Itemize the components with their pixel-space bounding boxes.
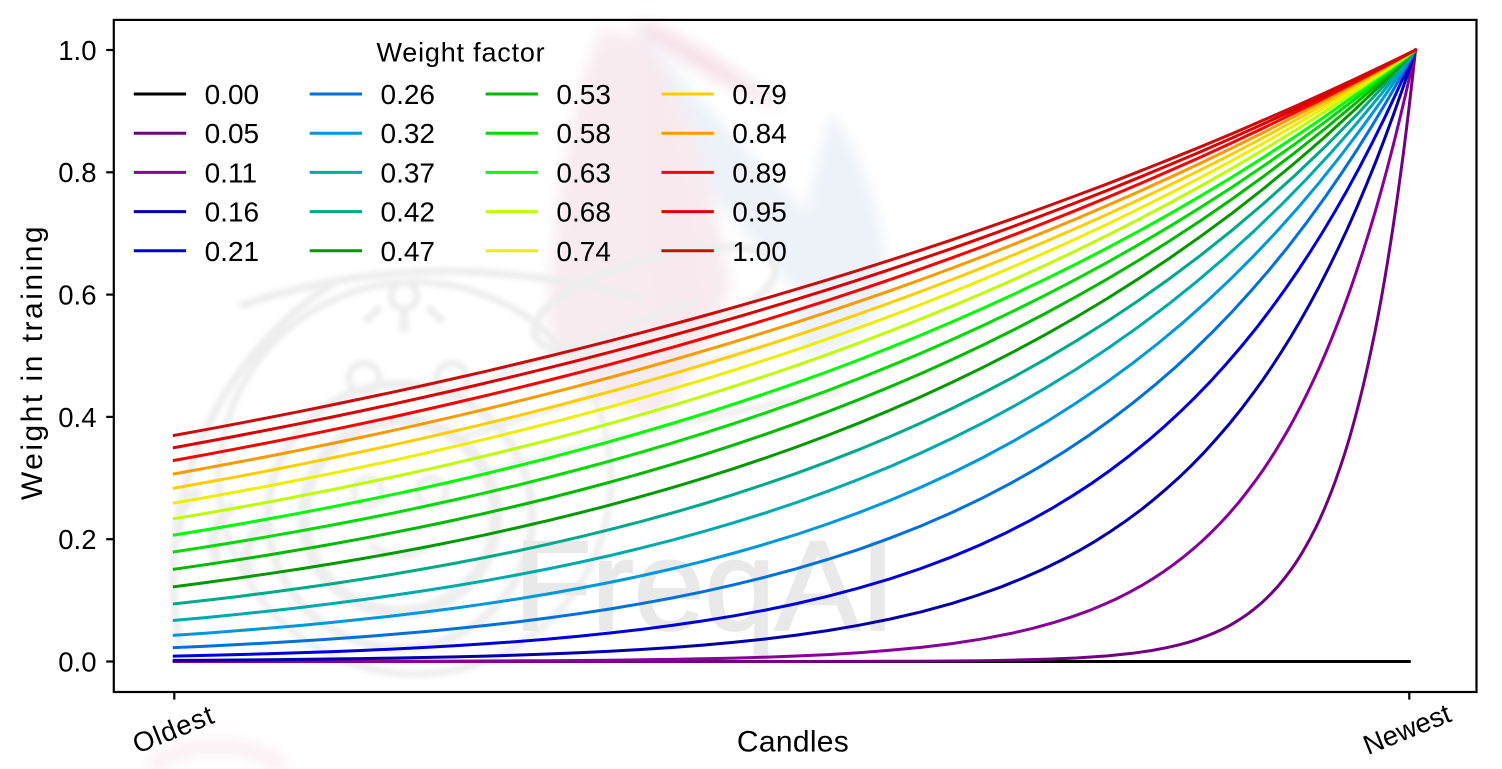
svg-text:0.00: 0.00: [205, 79, 260, 110]
svg-text:Weight factor: Weight factor: [377, 38, 546, 68]
svg-text:0.42: 0.42: [381, 197, 436, 228]
svg-text:1.0: 1.0: [58, 35, 96, 66]
svg-text:Weight in training: Weight in training: [16, 224, 49, 500]
svg-text:0.4: 0.4: [58, 402, 96, 433]
svg-text:0.68: 0.68: [556, 197, 611, 228]
svg-text:0.2: 0.2: [58, 524, 96, 555]
svg-text:0.32: 0.32: [381, 118, 436, 149]
svg-text:0.47: 0.47: [381, 236, 436, 267]
svg-text:0.89: 0.89: [732, 157, 787, 188]
svg-text:0.63: 0.63: [556, 157, 611, 188]
svg-text:0.84: 0.84: [732, 118, 787, 149]
svg-text:0.0: 0.0: [58, 646, 96, 677]
svg-text:0.6: 0.6: [58, 280, 96, 311]
svg-text:0.21: 0.21: [205, 236, 260, 267]
svg-text:0.8: 0.8: [58, 157, 96, 188]
svg-text:0.05: 0.05: [205, 118, 260, 149]
svg-text:0.79: 0.79: [732, 79, 787, 110]
svg-text:Candles: Candles: [737, 726, 849, 759]
svg-text:0.95: 0.95: [732, 197, 787, 228]
svg-text:0.16: 0.16: [205, 197, 260, 228]
svg-text:0.74: 0.74: [556, 236, 611, 267]
svg-text:FreqAI: FreqAI: [514, 515, 895, 657]
svg-text:0.58: 0.58: [556, 118, 611, 149]
svg-text:0.26: 0.26: [381, 79, 436, 110]
svg-text:0.37: 0.37: [381, 157, 436, 188]
svg-text:1.00: 1.00: [732, 236, 787, 267]
svg-text:0.11: 0.11: [205, 157, 257, 188]
svg-text:0.53: 0.53: [556, 79, 611, 110]
